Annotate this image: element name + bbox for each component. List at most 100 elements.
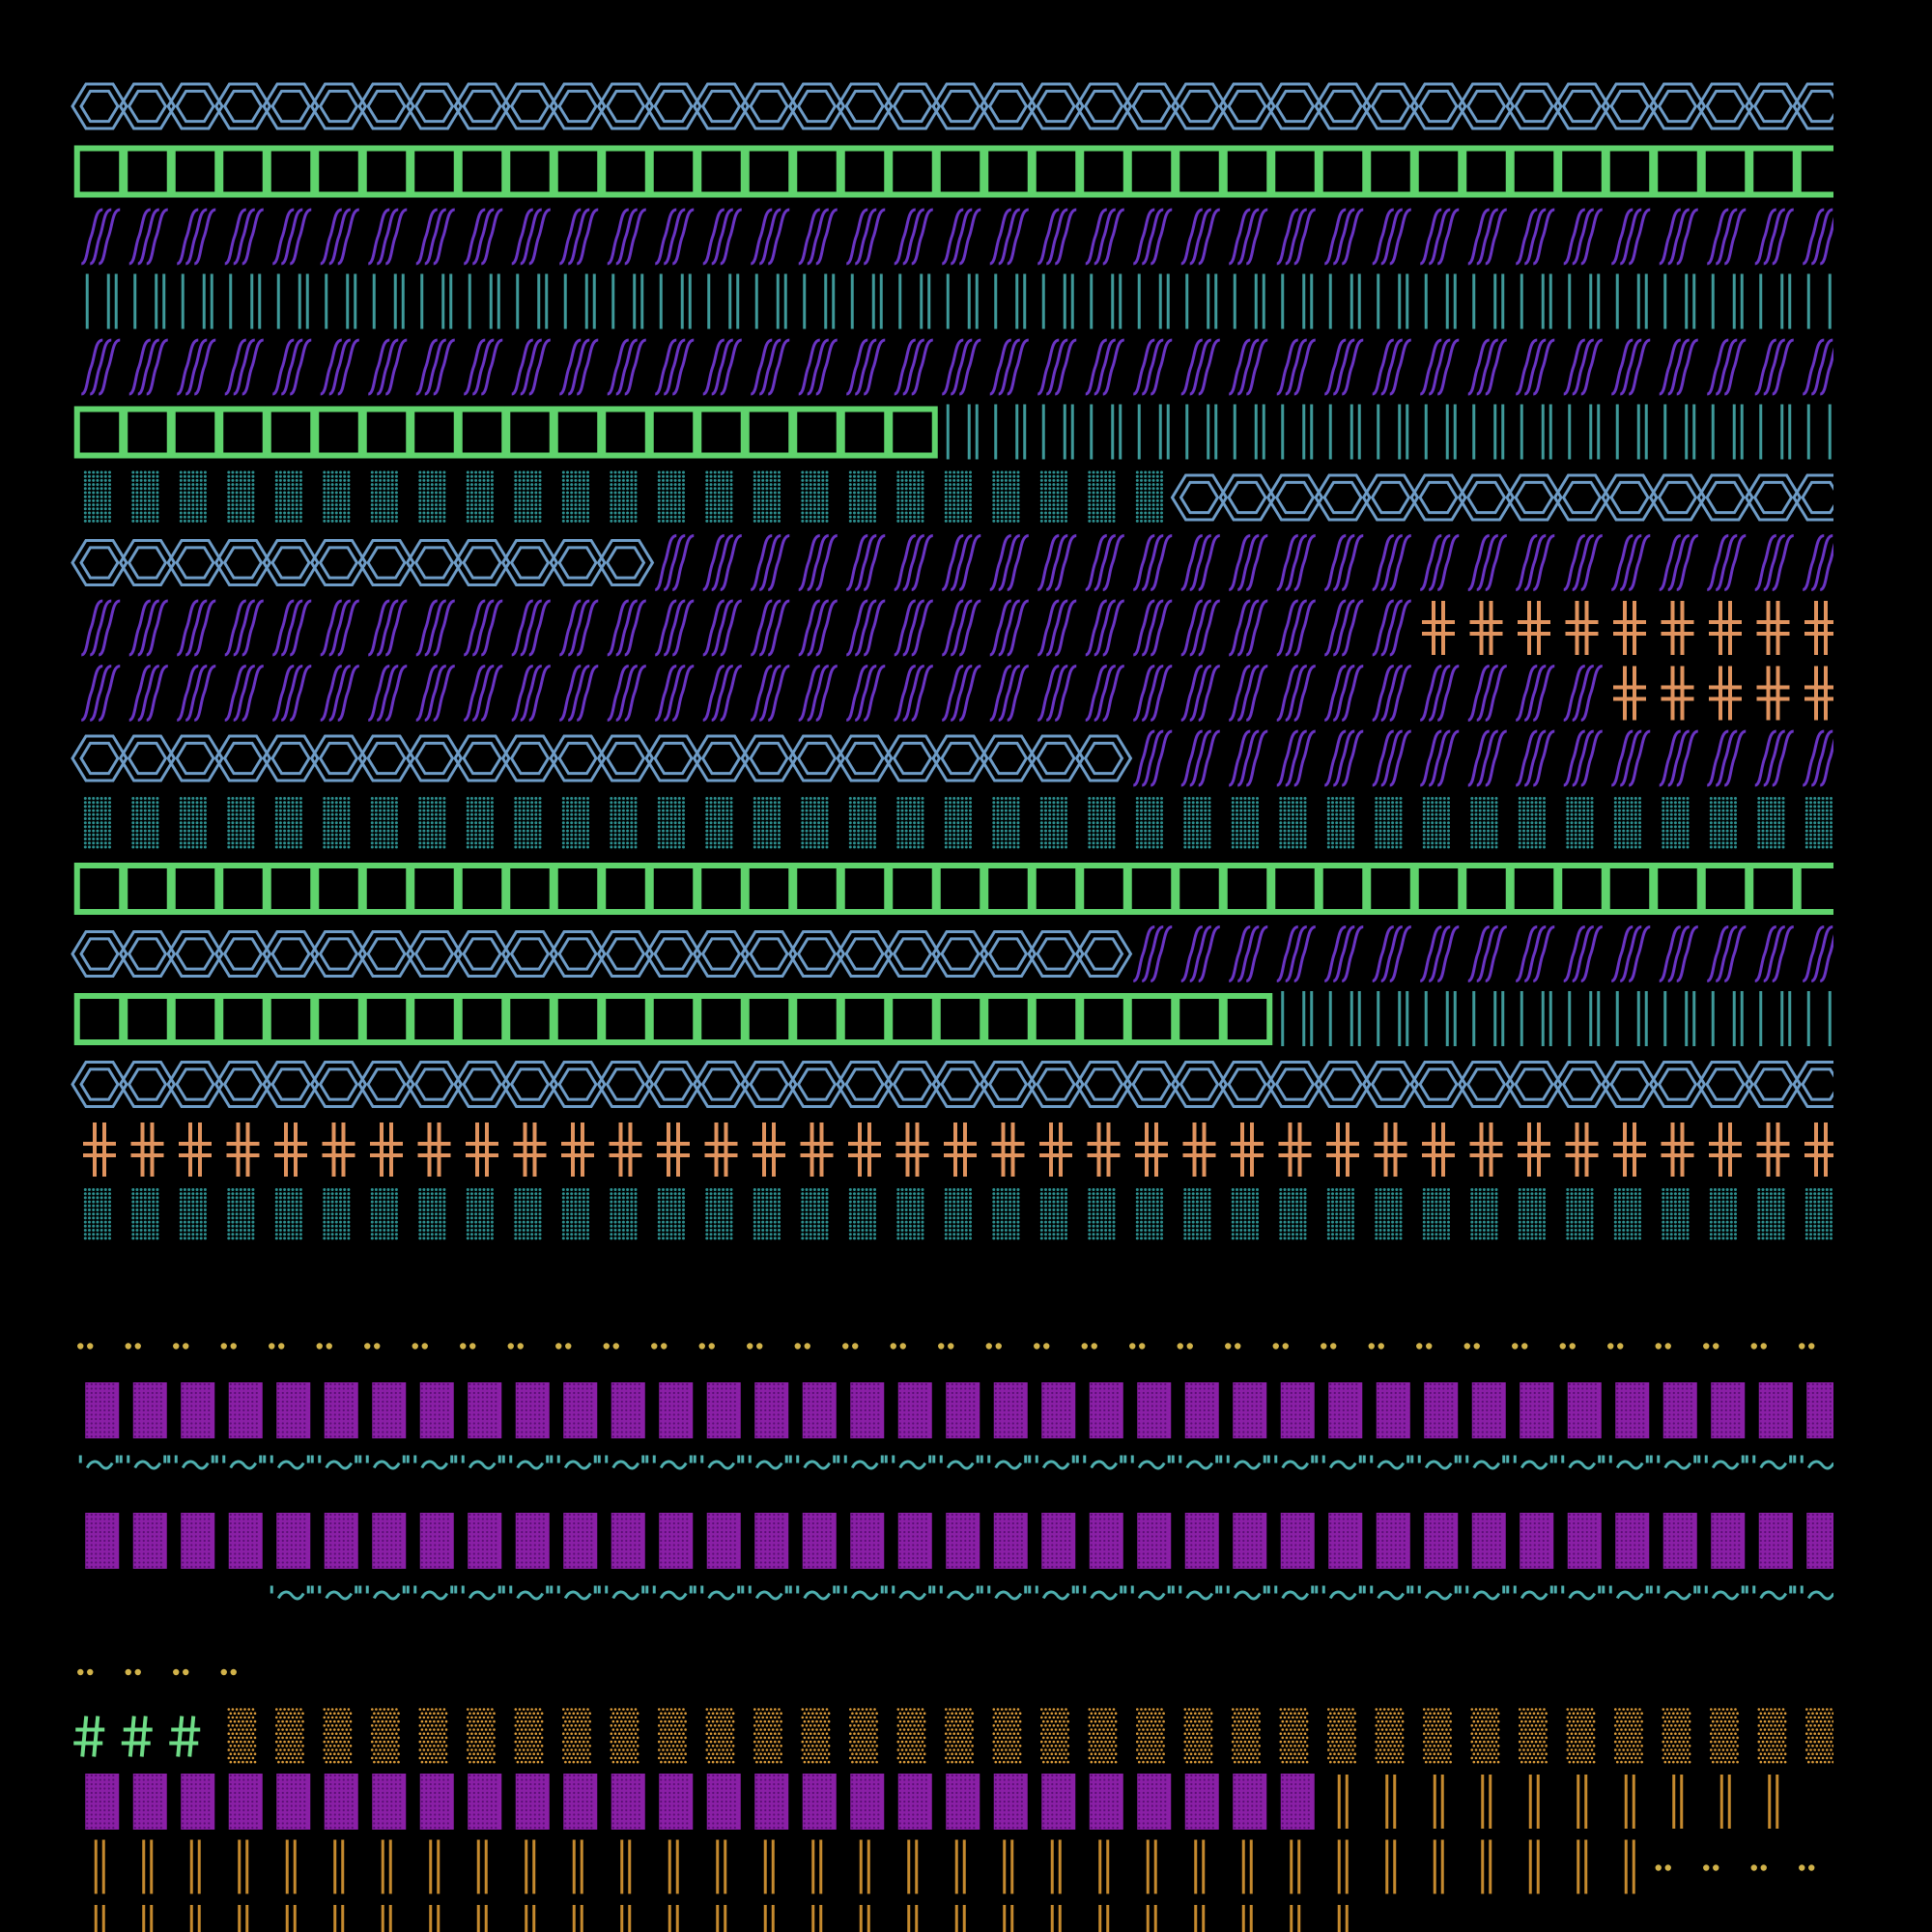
purple-dotted-block-tile	[1185, 1513, 1219, 1569]
purple-dotted-block-tile	[898, 1774, 932, 1830]
purple-dotted-block-tile	[1041, 1774, 1075, 1830]
purple-dotted-block-tile	[1520, 1382, 1553, 1438]
purple-dotted-block-tile	[276, 1382, 310, 1438]
purple-dotted-block-tile	[372, 1774, 406, 1830]
purple-dotted-block-tile	[946, 1774, 980, 1830]
purple-dotted-block-tile	[133, 1382, 167, 1438]
purple-dotted-block-tile	[994, 1382, 1028, 1438]
purple-dotted-block-tile	[1711, 1513, 1745, 1569]
purple-dotted-block-tile	[229, 1513, 263, 1569]
purple-dotted-block-tile	[1377, 1513, 1410, 1569]
purple-dotted-block-tile	[1185, 1774, 1219, 1830]
purple-dotted-block-tile	[563, 1513, 597, 1569]
purple-dotted-block-tile	[754, 1382, 788, 1438]
purple-dotted-block-tile	[946, 1513, 980, 1569]
purple-dotted-block-tile	[707, 1513, 741, 1569]
purple-dotted-block-tile	[85, 1513, 119, 1569]
purple-dotted-block-tile	[1424, 1382, 1458, 1438]
purple-dotted-block-tile	[850, 1774, 884, 1830]
purple-dotted-block-tile	[1424, 1513, 1458, 1569]
purple-dotted-block-tile	[1663, 1513, 1697, 1569]
purple-dotted-block-tile	[1281, 1774, 1315, 1830]
purple-dotted-block-tile	[1472, 1513, 1506, 1569]
purple-dotted-block-tile	[611, 1382, 645, 1438]
purple-dotted-block-tile	[803, 1774, 837, 1830]
purple-dotted-block-tile	[850, 1513, 884, 1569]
purple-dotted-block-tile	[468, 1774, 501, 1830]
purple-dotted-block-tile	[1377, 1382, 1410, 1438]
purple-dotted-block-tile	[1090, 1513, 1123, 1569]
purple-dotted-block-tile	[1137, 1774, 1171, 1830]
purple-dotted-block-tile	[1137, 1382, 1171, 1438]
purple-dotted-block-tile	[659, 1774, 693, 1830]
purple-dotted-block-tile	[659, 1513, 693, 1569]
purple-dotted-block-tile	[946, 1382, 980, 1438]
purple-dotted-block-tile	[1759, 1513, 1793, 1569]
purple-dotted-block-tile	[516, 1774, 550, 1830]
purple-dotted-block-tile	[1233, 1774, 1266, 1830]
purple-dotted-block-tile	[1328, 1382, 1362, 1438]
purple-dotted-block-tile	[611, 1774, 645, 1830]
purple-dotted-block-tile	[468, 1513, 501, 1569]
purple-dotted-block-tile	[276, 1513, 310, 1569]
purple-dotted-block-tile	[1233, 1382, 1266, 1438]
purple-dotted-block-tile	[1281, 1513, 1315, 1569]
purple-dotted-block-tile	[133, 1513, 167, 1569]
purple-dotted-block-tile	[659, 1382, 693, 1438]
purple-dotted-block-tile	[420, 1513, 454, 1569]
purple-dotted-block-tile	[1711, 1382, 1745, 1438]
purple-dotted-block-tile	[325, 1382, 358, 1438]
purple-dotted-block-tile	[1615, 1513, 1649, 1569]
purple-dotted-block-tile	[229, 1382, 263, 1438]
purple-dotted-block-tile	[850, 1382, 884, 1438]
purple-dotted-block-tile	[85, 1774, 119, 1830]
purple-dotted-block-tile	[1185, 1382, 1219, 1438]
glyph-row	[85, 1513, 1840, 1569]
purple-dotted-block-tile	[1472, 1382, 1506, 1438]
purple-dotted-block-tile	[1281, 1382, 1315, 1438]
purple-dotted-block-tile	[181, 1513, 214, 1569]
purple-dotted-block-tile	[1041, 1382, 1075, 1438]
purple-dotted-block-tile	[1615, 1382, 1649, 1438]
purple-dotted-block-tile	[516, 1382, 550, 1438]
purple-dotted-block-tile	[372, 1513, 406, 1569]
purple-dotted-block-tile	[420, 1774, 454, 1830]
purple-dotted-block-tile	[1328, 1513, 1362, 1569]
purple-dotted-block-tile	[1568, 1382, 1602, 1438]
purple-dotted-block-tile	[229, 1774, 263, 1830]
purple-dotted-block-tile	[563, 1382, 597, 1438]
purple-dotted-block-tile	[994, 1513, 1028, 1569]
purple-dotted-block-tile	[276, 1774, 310, 1830]
purple-dotted-block-tile	[420, 1382, 454, 1438]
purple-dotted-block-tile	[1759, 1382, 1793, 1438]
purple-dotted-block-tile	[754, 1774, 788, 1830]
purple-dotted-block-tile	[611, 1513, 645, 1569]
purple-dotted-block-tile	[898, 1513, 932, 1569]
purple-dotted-block-tile	[181, 1774, 214, 1830]
purple-dotted-block-tile	[468, 1382, 501, 1438]
purple-dotted-block-tile	[1233, 1513, 1266, 1569]
purple-dotted-block-tile	[133, 1774, 167, 1830]
purple-dotted-block-tile	[994, 1774, 1028, 1830]
purple-dotted-block-tile	[803, 1513, 837, 1569]
purple-dotted-block-tile	[1568, 1513, 1602, 1569]
purple-dotted-block-tile	[181, 1382, 214, 1438]
purple-dotted-block-tile	[1520, 1513, 1553, 1569]
purple-dotted-block-tile	[803, 1382, 837, 1438]
purple-dotted-block-tile	[516, 1513, 550, 1569]
purple-dotted-block-tile	[754, 1513, 788, 1569]
purple-dotted-block-tile	[1041, 1513, 1075, 1569]
purple-dotted-block-tile	[1090, 1382, 1123, 1438]
purple-dotted-block-tile	[707, 1774, 741, 1830]
purple-dotted-block-tile	[325, 1513, 358, 1569]
purple-dotted-block-tile	[85, 1382, 119, 1438]
glyph-row	[85, 1382, 1840, 1438]
purple-dotted-block-tile	[372, 1382, 406, 1438]
purple-dotted-block-tile	[707, 1382, 741, 1438]
purple-dotted-block-tile	[1090, 1774, 1123, 1830]
purple-dotted-block-tile	[325, 1774, 358, 1830]
purple-dotted-block-tile	[898, 1382, 932, 1438]
purple-dotted-block-tile	[1137, 1513, 1171, 1569]
